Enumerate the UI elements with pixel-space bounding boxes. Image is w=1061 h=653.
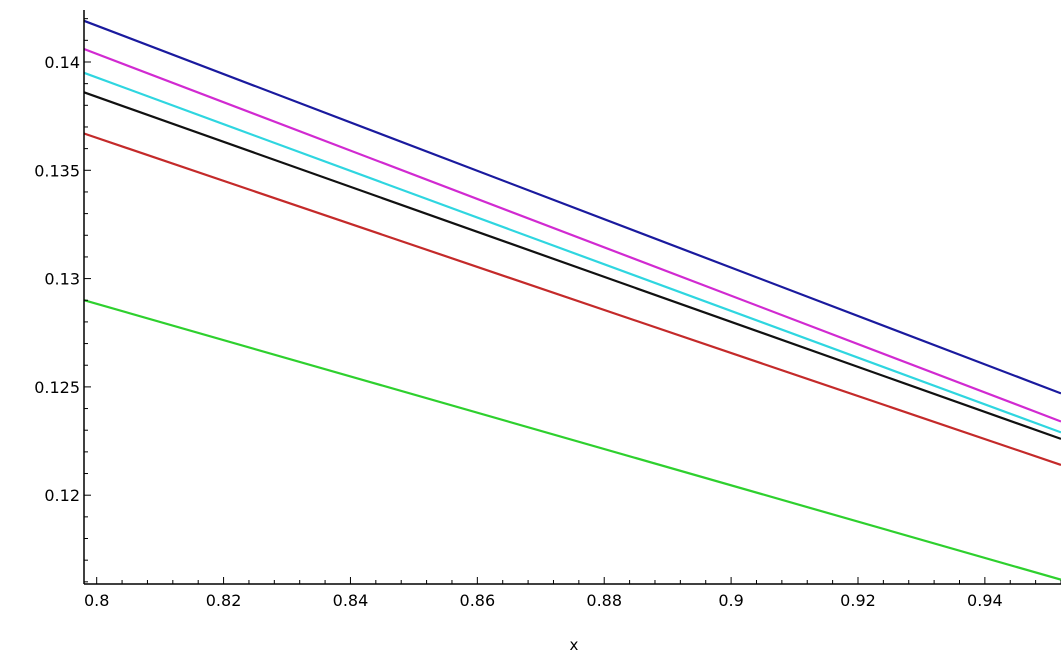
axes — [83, 10, 1061, 585]
x-tick-label: 0.84 — [333, 591, 369, 610]
x-tick-label: 0.92 — [840, 591, 876, 610]
x-tick-label: 0.94 — [967, 591, 1003, 610]
series-layer — [83, 19, 1061, 581]
series-line-6 — [83, 299, 1061, 581]
y-tick-label: 0.125 — [34, 378, 80, 397]
series-line-5 — [83, 132, 1061, 466]
series-line-4 — [83, 91, 1061, 440]
y-tick-label: 0.14 — [44, 53, 80, 72]
y-tick-label: 0.13 — [44, 270, 80, 289]
series-line-3 — [83, 71, 1061, 434]
x-tick-label: 0.88 — [586, 591, 622, 610]
x-tick-label: 0.86 — [460, 591, 496, 610]
y-tick-label: 0.12 — [44, 486, 80, 505]
x-tick-label: 0.82 — [206, 591, 242, 610]
tick-layer: 0.8 0.82 0.84 0.86 0.88 0.9 0.92 0.94 0.12 0.125 0… — [34, 18, 1061, 610]
y-tick-label: 0.135 — [34, 161, 80, 180]
x-tick-label: 0.8 — [84, 591, 109, 610]
x-axis-title: x — [570, 636, 579, 653]
series-line-1 — [83, 19, 1061, 395]
series-line-2 — [83, 47, 1061, 423]
x-tick-label: 0.9 — [718, 591, 743, 610]
